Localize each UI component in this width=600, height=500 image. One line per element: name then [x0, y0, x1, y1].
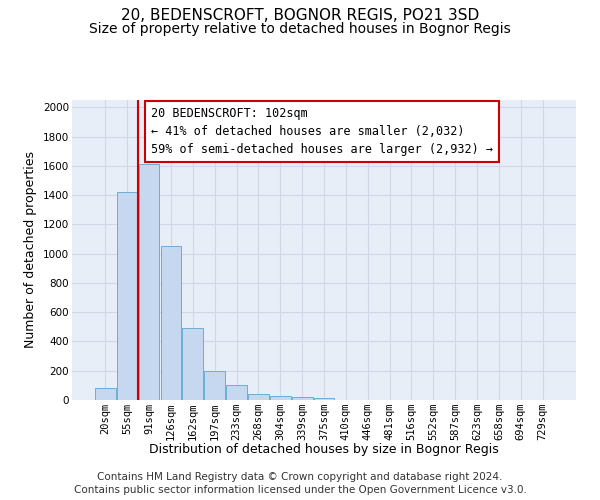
Text: Distribution of detached houses by size in Bognor Regis: Distribution of detached houses by size … — [149, 442, 499, 456]
Text: 20, BEDENSCROFT, BOGNOR REGIS, PO21 3SD: 20, BEDENSCROFT, BOGNOR REGIS, PO21 3SD — [121, 8, 479, 22]
Bar — [226, 384, 247, 400]
Text: Size of property relative to detached houses in Bognor Regis: Size of property relative to detached ho… — [89, 22, 511, 36]
Bar — [248, 394, 269, 400]
Bar — [182, 328, 203, 400]
Bar — [204, 370, 225, 400]
Bar — [292, 397, 313, 400]
Text: Contains HM Land Registry data © Crown copyright and database right 2024.: Contains HM Land Registry data © Crown c… — [97, 472, 503, 482]
Bar — [314, 398, 334, 400]
Bar — [95, 388, 116, 400]
Y-axis label: Number of detached properties: Number of detached properties — [25, 152, 37, 348]
Text: 20 BEDENSCROFT: 102sqm
← 41% of detached houses are smaller (2,032)
59% of semi-: 20 BEDENSCROFT: 102sqm ← 41% of detached… — [151, 108, 493, 156]
Text: Contains public sector information licensed under the Open Government Licence v3: Contains public sector information licen… — [74, 485, 526, 495]
Bar — [139, 164, 160, 400]
Bar — [270, 396, 290, 400]
Bar — [117, 192, 137, 400]
Bar — [161, 246, 181, 400]
